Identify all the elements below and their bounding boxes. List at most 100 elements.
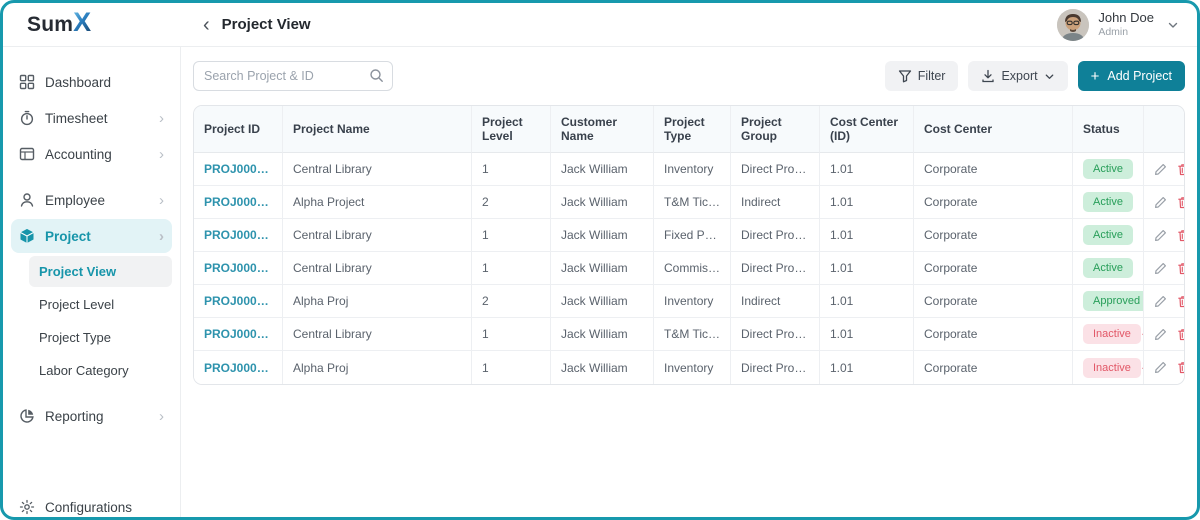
project-level-cell: 2 [472, 285, 551, 318]
project-level-cell: 2 [472, 186, 551, 219]
project-type-cell: Commission [654, 252, 731, 285]
project-level-cell: 1 [472, 219, 551, 252]
sidebar-subitem-label: Labor Category [39, 363, 129, 378]
project-level-cell: 1 [472, 252, 551, 285]
delete-icon[interactable] [1177, 295, 1184, 308]
delete-icon[interactable] [1177, 196, 1184, 209]
status-badge: Approved [1083, 291, 1143, 311]
sidebar-item-dashboard[interactable]: Dashboard [11, 65, 172, 99]
delete-icon[interactable] [1177, 328, 1184, 341]
toolbar: Filter Export + Add Project [193, 61, 1185, 91]
back-button[interactable]: ‹ [203, 13, 210, 36]
project-name-cell: Central Library [283, 318, 472, 351]
add-project-label: Add Project [1107, 69, 1172, 83]
employee-icon [19, 192, 35, 208]
project-id-link[interactable]: PROJ000789 [194, 252, 283, 285]
project-name-cell: Alpha Project [283, 186, 472, 219]
edit-icon[interactable] [1154, 328, 1167, 341]
actions-cell [1144, 252, 1184, 285]
status-cell: Active [1073, 252, 1144, 285]
project-id-link[interactable]: PROJ000789 [194, 219, 283, 252]
customer-name-cell: Jack William [551, 252, 654, 285]
cost-center-id-cell: 1.01 [820, 153, 914, 186]
actions-cell [1144, 219, 1184, 252]
status-cell: Active [1073, 153, 1144, 186]
customer-name-cell: Jack William [551, 219, 654, 252]
table-row: PROJ000789 Central Library 1 Jack Willia… [194, 252, 1184, 285]
chevron-right-icon: › [159, 191, 164, 209]
export-button[interactable]: Export [968, 61, 1068, 91]
cost-center-cell: Corporate [914, 285, 1073, 318]
edit-icon[interactable] [1154, 262, 1167, 275]
filter-button[interactable]: Filter [884, 61, 959, 91]
cost-center-cell: Corporate [914, 186, 1073, 219]
col-header-project-level: Project Level [472, 106, 551, 153]
search-input[interactable] [193, 61, 393, 91]
table-row: PROJ000789 Alpha Proj 2 Jack William Inv… [194, 285, 1184, 318]
sidebar-item-project-level[interactable]: Project Level [29, 289, 172, 320]
project-level-cell: 1 [472, 318, 551, 351]
edit-icon[interactable] [1154, 229, 1167, 242]
col-header-project-id: Project ID [194, 106, 283, 153]
project-name-cell: Central Library [283, 153, 472, 186]
delete-icon[interactable] [1177, 262, 1184, 275]
search-icon[interactable] [369, 68, 384, 83]
filter-icon [898, 69, 912, 83]
sidebar-subitem-label: Project View [39, 264, 117, 279]
table-header-row: Project ID Project Name Project Level Cu… [194, 106, 1184, 153]
sidebar-item-configurations[interactable]: Configurations [11, 490, 172, 517]
user-name: John Doe [1098, 10, 1154, 25]
actions-cell [1144, 318, 1184, 351]
project-group-cell: Direct Project [731, 219, 820, 252]
project-group-cell: Direct Project [731, 351, 820, 384]
project-id-link[interactable]: PROJ000789 [194, 285, 283, 318]
project-id-link[interactable]: PROJ000789 [194, 318, 283, 351]
sidebar-item-project[interactable]: Project › [11, 219, 172, 253]
edit-icon[interactable] [1154, 163, 1167, 176]
filter-label: Filter [917, 69, 946, 83]
edit-icon[interactable] [1154, 196, 1167, 209]
sidebar-item-employee[interactable]: Employee › [11, 183, 172, 217]
edit-icon[interactable] [1154, 295, 1167, 308]
status-cell: Active [1073, 186, 1144, 219]
project-group-cell: Indirect [731, 186, 820, 219]
col-header-status: Status [1073, 106, 1144, 153]
delete-icon[interactable] [1177, 361, 1184, 374]
main-content: Filter Export + Add Project [181, 47, 1197, 517]
user-menu[interactable]: John Doe Admin [1057, 8, 1179, 41]
status-cell: Active [1073, 219, 1144, 252]
project-type-cell: Fixed Price [654, 219, 731, 252]
sidebar-item-accounting[interactable]: Accounting › [11, 137, 172, 171]
cost-center-id-cell: 1.01 [820, 318, 914, 351]
table-row: PROJ000789 Central Library 1 Jack Willia… [194, 153, 1184, 186]
sidebar-item-label: Dashboard [45, 74, 112, 90]
sidebar-item-label: Configurations [45, 499, 133, 515]
gear-icon [19, 499, 35, 515]
add-project-button[interactable]: + Add Project [1077, 61, 1185, 91]
project-cube-icon [19, 228, 35, 244]
actions-cell [1144, 186, 1184, 219]
status-badge: Inactive [1083, 357, 1141, 378]
customer-name-cell: Jack William [551, 318, 654, 351]
sidebar-item-labor-category[interactable]: Labor Category [29, 355, 172, 386]
brand-logo-text: Sum [27, 12, 74, 36]
project-name-cell: Central Library [283, 219, 472, 252]
delete-icon[interactable] [1177, 229, 1184, 242]
project-id-link[interactable]: PROJ000789 [194, 351, 283, 384]
sidebar-item-project-type[interactable]: Project Type [29, 322, 172, 353]
edit-icon[interactable] [1154, 361, 1167, 374]
project-id-link[interactable]: PROJ000789 [194, 153, 283, 186]
project-id-link[interactable]: PROJ000789 [194, 186, 283, 219]
project-type-cell: Inventory [654, 351, 731, 384]
brand-logo[interactable]: Sum X [3, 3, 181, 46]
sidebar-item-reporting[interactable]: Reporting › [11, 399, 172, 433]
delete-icon[interactable] [1177, 163, 1184, 176]
project-type-cell: T&M Ticket [654, 186, 731, 219]
chevron-right-icon: › [159, 145, 164, 163]
project-level-cell: 1 [472, 153, 551, 186]
cost-center-id-cell: 1.01 [820, 285, 914, 318]
chevron-down-icon [1044, 71, 1055, 82]
chevron-down-icon[interactable] [1167, 19, 1179, 31]
sidebar-item-project-view[interactable]: Project View [29, 256, 172, 287]
sidebar-item-timesheet[interactable]: Timesheet › [11, 101, 172, 135]
